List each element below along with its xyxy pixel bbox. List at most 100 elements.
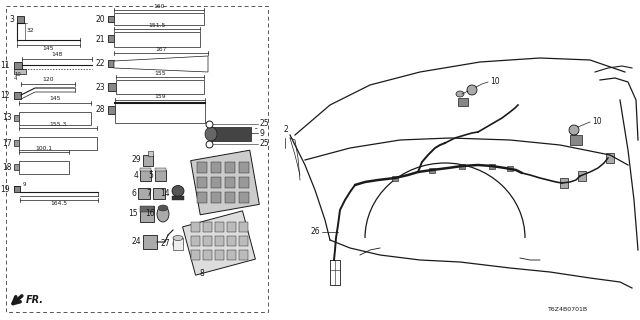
- Text: 22: 22: [95, 59, 105, 68]
- Bar: [203, 250, 212, 260]
- Text: 19: 19: [1, 186, 10, 195]
- Text: 18: 18: [3, 163, 12, 172]
- Bar: [143, 235, 157, 249]
- Bar: [114, 32, 200, 47]
- Text: 20: 20: [95, 14, 105, 23]
- Bar: [14, 69, 26, 74]
- Ellipse shape: [173, 236, 183, 241]
- Ellipse shape: [205, 127, 217, 141]
- Text: 6: 6: [131, 188, 136, 197]
- Text: 9: 9: [260, 129, 265, 138]
- Bar: [140, 168, 151, 171]
- Bar: [108, 60, 114, 67]
- Bar: [211, 127, 251, 141]
- Text: 120: 120: [42, 77, 54, 82]
- Bar: [203, 236, 212, 246]
- Bar: [227, 222, 236, 232]
- Bar: [153, 188, 165, 199]
- Ellipse shape: [173, 239, 183, 249]
- Text: 28: 28: [95, 106, 105, 115]
- Ellipse shape: [569, 125, 579, 135]
- Text: 26: 26: [310, 228, 320, 236]
- Bar: [108, 35, 114, 42]
- Text: 4: 4: [14, 76, 17, 82]
- Bar: [116, 80, 204, 94]
- Bar: [239, 222, 248, 232]
- Text: 11: 11: [1, 60, 10, 69]
- Bar: [429, 167, 435, 172]
- Bar: [191, 222, 200, 232]
- Bar: [215, 222, 224, 232]
- Bar: [182, 211, 255, 275]
- Text: 29: 29: [131, 156, 141, 164]
- Text: 21: 21: [95, 35, 105, 44]
- Bar: [606, 153, 614, 163]
- Bar: [108, 83, 116, 91]
- Text: 23: 23: [95, 83, 105, 92]
- Text: 159: 159: [154, 94, 166, 99]
- Text: T6Z4B0701B: T6Z4B0701B: [548, 307, 588, 312]
- Text: 4: 4: [133, 171, 138, 180]
- Ellipse shape: [570, 129, 578, 135]
- Bar: [140, 206, 154, 222]
- Bar: [560, 178, 568, 188]
- Text: 15: 15: [129, 210, 138, 219]
- Bar: [108, 16, 114, 22]
- Text: 2: 2: [284, 125, 289, 134]
- Bar: [6, 6, 268, 312]
- Bar: [115, 103, 205, 123]
- Bar: [14, 92, 21, 99]
- Text: 10: 10: [14, 73, 20, 77]
- Bar: [19, 161, 69, 173]
- Text: 10: 10: [490, 76, 500, 85]
- Text: 148: 148: [51, 52, 63, 57]
- Bar: [14, 140, 19, 146]
- Bar: [191, 250, 200, 260]
- Text: 145: 145: [42, 46, 54, 51]
- Bar: [155, 168, 166, 171]
- Text: 7: 7: [146, 188, 151, 197]
- Bar: [19, 111, 91, 124]
- Text: 164.5: 164.5: [51, 201, 68, 206]
- Text: 25: 25: [260, 140, 269, 148]
- Text: 25: 25: [260, 119, 269, 129]
- Bar: [239, 250, 248, 260]
- Text: 13: 13: [3, 114, 12, 123]
- Bar: [197, 192, 207, 203]
- Bar: [239, 162, 249, 173]
- Text: 155.3: 155.3: [49, 122, 67, 126]
- Bar: [459, 164, 465, 169]
- Bar: [197, 162, 207, 173]
- Bar: [239, 177, 249, 188]
- Bar: [489, 164, 495, 169]
- Bar: [191, 236, 200, 246]
- Text: 12: 12: [1, 91, 10, 100]
- Bar: [507, 165, 513, 171]
- Text: 151.5: 151.5: [148, 23, 166, 28]
- Text: 32: 32: [27, 28, 35, 34]
- Text: 160: 160: [154, 4, 164, 9]
- Text: FR.: FR.: [26, 295, 44, 305]
- Bar: [215, 250, 224, 260]
- Text: 155: 155: [154, 71, 166, 76]
- Text: 14: 14: [161, 188, 170, 197]
- Bar: [155, 170, 166, 181]
- Bar: [14, 115, 19, 121]
- Bar: [197, 177, 207, 188]
- Bar: [203, 222, 212, 232]
- Text: 3: 3: [9, 14, 14, 23]
- Bar: [140, 206, 154, 212]
- Bar: [138, 188, 150, 199]
- Text: 8: 8: [200, 269, 205, 278]
- Ellipse shape: [157, 206, 169, 222]
- Text: 5: 5: [148, 171, 153, 180]
- Ellipse shape: [172, 186, 184, 196]
- Ellipse shape: [456, 91, 464, 97]
- Text: 145: 145: [49, 97, 61, 101]
- Bar: [114, 13, 204, 25]
- Bar: [458, 98, 468, 106]
- Bar: [17, 16, 24, 23]
- Text: 10: 10: [592, 116, 602, 125]
- Bar: [225, 192, 235, 203]
- Bar: [14, 62, 22, 69]
